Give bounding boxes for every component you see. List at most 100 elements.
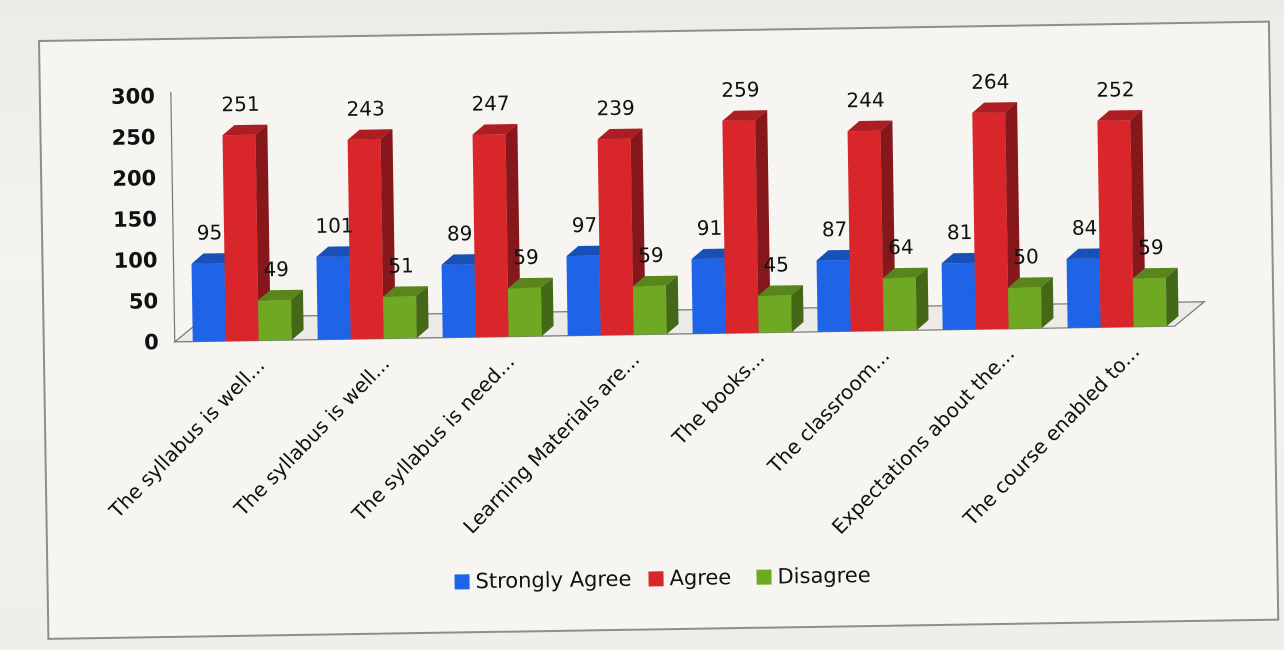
legend-label: Disagree — [777, 563, 871, 588]
data-label: 51 — [388, 253, 414, 277]
bar-front — [383, 296, 417, 339]
bar-front — [941, 262, 976, 330]
bar-side — [380, 129, 396, 339]
y-tick-label: 200 — [112, 166, 156, 191]
data-label: 97 — [572, 213, 598, 237]
data-label: 49 — [263, 257, 289, 281]
bar — [1097, 110, 1146, 328]
bar-side — [540, 277, 554, 337]
bar-front — [816, 259, 851, 332]
bar — [258, 289, 304, 341]
legend-item: Agree — [648, 565, 731, 590]
data-label: 59 — [638, 243, 664, 267]
bar — [758, 285, 804, 333]
bar-top — [882, 267, 928, 279]
y-tick-label: 150 — [113, 207, 157, 232]
category-label-layer: The syllabus is well...The syllabus is w… — [104, 339, 1145, 538]
bar-front — [847, 130, 884, 332]
data-label: 259 — [721, 77, 760, 102]
y-tick-label: 0 — [144, 330, 159, 354]
data-label: 244 — [846, 88, 885, 113]
bar-front — [441, 264, 476, 338]
bar-top — [597, 128, 643, 140]
y-tick-label: 50 — [129, 289, 159, 313]
data-label: 239 — [596, 96, 635, 121]
bar-front — [691, 258, 726, 334]
bar-front — [597, 138, 634, 336]
bar-front — [507, 287, 542, 337]
bar-top — [1097, 110, 1143, 121]
bar — [472, 123, 521, 338]
bar-front — [316, 256, 351, 340]
legend-swatch — [648, 571, 664, 587]
bar-side — [1005, 102, 1021, 329]
bar-top — [1008, 277, 1053, 288]
data-label: 247 — [471, 91, 510, 116]
data-label: 59 — [1138, 235, 1164, 259]
data-label: 252 — [1096, 77, 1135, 102]
bar-side — [791, 285, 804, 333]
data-label: 95 — [197, 220, 223, 244]
bar — [1132, 267, 1179, 327]
bar-front — [566, 255, 601, 336]
bar-side — [255, 124, 271, 341]
bar-top — [722, 110, 768, 121]
bar-side — [1165, 267, 1179, 327]
data-label: 50 — [1013, 244, 1039, 268]
bar-front — [1097, 120, 1134, 328]
bar-front — [258, 299, 292, 341]
data-label: 251 — [221, 92, 260, 117]
bar-front — [758, 295, 792, 333]
bar — [632, 275, 679, 335]
data-label: 87 — [822, 217, 848, 241]
data-label: 59 — [513, 245, 539, 269]
bar-top — [1132, 267, 1178, 279]
legend: Strongly Agree Agree Disagree — [454, 563, 871, 593]
data-label: 81 — [947, 220, 973, 244]
data-label: 64 — [888, 235, 914, 259]
bar-front — [722, 120, 759, 334]
legend-swatch — [756, 569, 772, 585]
bar-front — [972, 112, 1009, 330]
bar — [383, 286, 429, 339]
y-tick-label: 300 — [111, 84, 155, 109]
bar-top — [507, 277, 553, 289]
bar-front — [1132, 277, 1167, 327]
legend-swatch — [454, 574, 470, 590]
bar-side — [1041, 277, 1054, 329]
y-tick-label: 100 — [113, 248, 157, 273]
bar-top — [847, 120, 893, 132]
chart-frame: 0 50 100 150 200 250 300 95 251 49 101 243 51 89 247 5… — [38, 20, 1280, 640]
bar-top — [472, 123, 518, 135]
bar-top — [347, 129, 393, 140]
bar — [1008, 277, 1054, 329]
legend-label: Agree — [669, 565, 731, 590]
category-label: The classroom... — [762, 343, 894, 478]
bar — [222, 124, 271, 342]
legend-item: Strongly Agree — [454, 567, 632, 593]
data-label: 84 — [1072, 216, 1098, 240]
bar-top — [632, 275, 678, 287]
bar-top — [222, 124, 268, 136]
bar-front — [882, 277, 917, 331]
bar — [722, 110, 771, 334]
legend-item: Disagree — [756, 563, 871, 588]
bar — [882, 267, 929, 331]
bar-top — [972, 102, 1018, 113]
bar-front — [632, 285, 667, 335]
data-label-layer: 95 251 49 101 243 51 89 247 59 97 239 59 91 259 45 87 24… — [197, 69, 1164, 281]
bar-side — [915, 267, 929, 331]
bar-front — [347, 139, 384, 340]
bar-chart: 0 50 100 150 200 250 300 95 251 49 101 243 51 89 247 5… — [104, 69, 1206, 593]
data-label: 89 — [447, 221, 473, 245]
bar — [507, 277, 554, 337]
bar-front — [191, 263, 226, 342]
data-label: 264 — [971, 69, 1010, 94]
y-tick-label: 250 — [112, 125, 156, 150]
bar-side — [755, 110, 771, 333]
data-label: 45 — [763, 252, 789, 276]
bar — [347, 129, 396, 340]
bar-front — [222, 134, 259, 342]
category-label: The books... — [667, 345, 770, 450]
